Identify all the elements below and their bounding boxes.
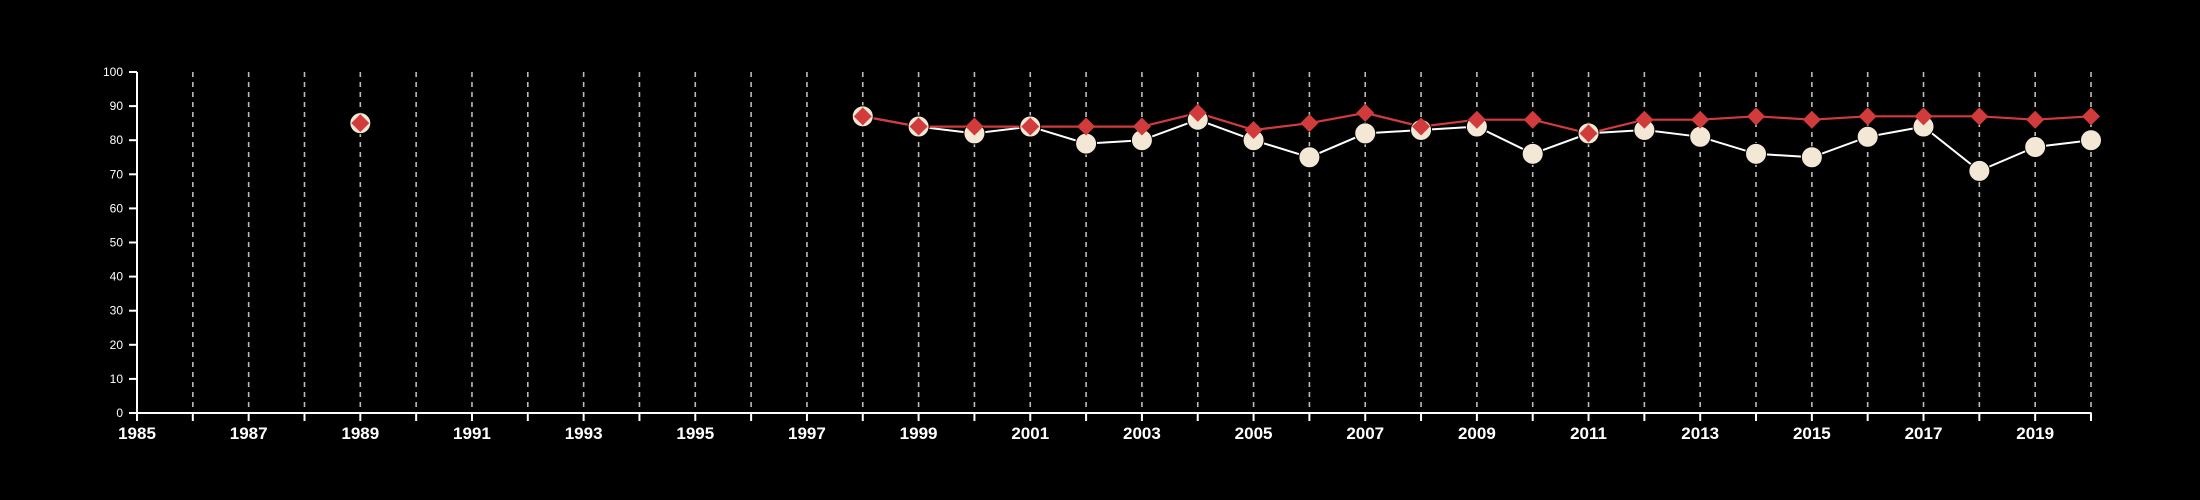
x-tick-label-2009: 2009	[1458, 424, 1496, 443]
x-tick-label-1987: 1987	[230, 424, 268, 443]
series-b-point-2005	[1244, 120, 1263, 139]
y-tick-label-10: 10	[110, 372, 124, 386]
series-b-point-2003	[1132, 117, 1151, 136]
series-a-point-2010	[1521, 142, 1544, 165]
axes: 0 10 20 30 40 50 60 70 80 90 100 1985 1987 1989 1991 19…	[103, 65, 2092, 443]
y-tick-label-20: 20	[110, 338, 124, 352]
series-a-point-2014	[1745, 142, 1768, 165]
series-b-point-2004	[1188, 103, 1207, 122]
x-tick-label-2011: 2011	[1570, 424, 1607, 443]
series-a-point-2007	[1354, 122, 1377, 145]
series-b-point-2008	[1412, 117, 1431, 136]
series-b-point-1999	[909, 117, 928, 136]
series-b-point-2010	[1523, 110, 1542, 129]
series-b-point-2014	[1747, 107, 1766, 126]
series-b-point-2013	[1691, 110, 1710, 129]
series-b-point-2016	[1858, 107, 1877, 126]
series-a-point-2006	[1298, 146, 1321, 169]
series-b-point-2007	[1356, 103, 1375, 122]
series-a-point-2016	[1856, 125, 1879, 148]
grid-lines	[192, 72, 2092, 413]
y-tick-label-60: 60	[110, 201, 124, 215]
series-b-point-2006	[1300, 114, 1319, 133]
series-a-point-2018	[1968, 159, 1991, 182]
y-tick-label-80: 80	[110, 133, 124, 147]
series-a-point-2015	[1800, 146, 1823, 169]
series-b-point-1998	[853, 107, 872, 126]
x-tick-label-1993: 1993	[565, 424, 603, 443]
x-tick-label-1995: 1995	[676, 424, 714, 443]
y-tick-label-90: 90	[110, 99, 124, 113]
series-b-point-2012	[1635, 110, 1654, 129]
x-tick-label-2003: 2003	[1123, 424, 1161, 443]
series-b-point-2009	[1467, 110, 1486, 129]
series-b-point-2019	[2026, 110, 2045, 129]
series-b-point-2018	[1970, 107, 1989, 126]
x-tick-label-2019: 2019	[2016, 424, 2054, 443]
x-tick-label-1991: 1991	[453, 424, 491, 443]
y-tick-label-50: 50	[110, 236, 124, 250]
x-tick-label-2005: 2005	[1235, 424, 1273, 443]
x-tick-label-1989: 1989	[341, 424, 379, 443]
x-tick-label-1985: 1985	[118, 424, 156, 443]
x-tick-label-1999: 1999	[900, 424, 938, 443]
x-tick-label-2007: 2007	[1346, 424, 1384, 443]
series-b-point-2011	[1579, 124, 1598, 143]
y-tick-label-30: 30	[110, 304, 124, 318]
series-b-point-1989	[351, 114, 370, 133]
x-tick-label-2017: 2017	[1905, 424, 1943, 443]
x-tick-label-2015: 2015	[1793, 424, 1831, 443]
y-tick-label-100: 100	[103, 65, 123, 79]
series-b-point-2000	[965, 117, 984, 136]
series-b-point-2017	[1914, 107, 1933, 126]
series-a-point-2019	[2024, 136, 2047, 159]
series-b-point-2020	[2082, 107, 2100, 126]
series-layer	[349, 103, 2102, 182]
y-tick-label-40: 40	[110, 270, 124, 284]
series-a-point-2020	[2080, 129, 2102, 152]
series-a-point-2013	[1689, 125, 1712, 148]
x-tick-label-2013: 2013	[1681, 424, 1719, 443]
x-tick-label-2001: 2001	[1011, 424, 1049, 443]
y-tick-label-70: 70	[110, 167, 124, 181]
y-tick-label-0: 0	[116, 406, 123, 420]
series-b-point-2001	[1021, 117, 1040, 136]
x-tick-label-1997: 1997	[788, 424, 826, 443]
series-b-point-2002	[1077, 117, 1096, 136]
series-a-point-2002	[1075, 132, 1098, 155]
series-b-point-2015	[1802, 110, 1821, 129]
